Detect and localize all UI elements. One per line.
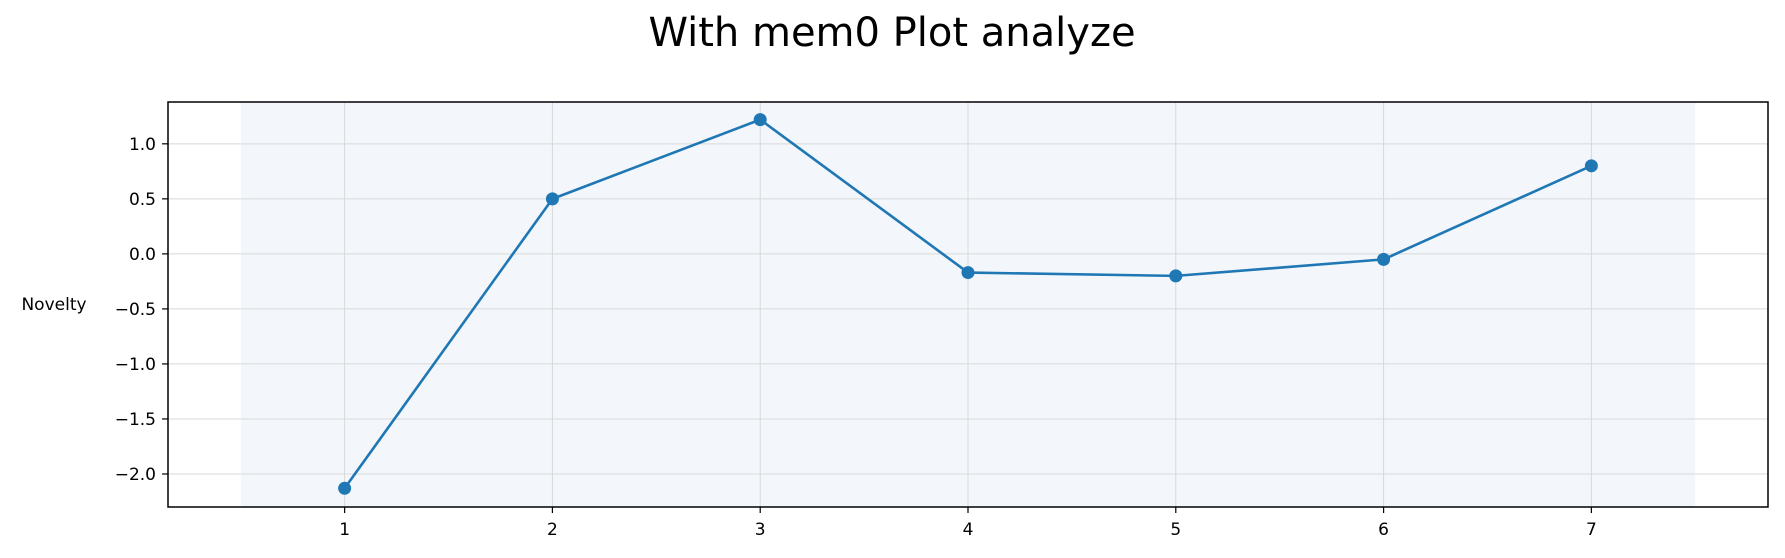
plot-area: 1 2 3 4 5 6 7 1.0 0.5 0.0 −0.5 −1.0 −1.5 −2.0: [115, 101, 1769, 540]
data-point: [1169, 269, 1183, 283]
y-tick-label: 1.0: [129, 135, 156, 155]
y-tick-label: −1.0: [115, 355, 156, 375]
data-point: [338, 481, 352, 495]
x-tick-label: 7: [1586, 520, 1597, 540]
data-point: [753, 113, 767, 127]
data-point: [545, 192, 559, 206]
x-tick-label: 5: [1170, 520, 1181, 540]
data-point: [961, 266, 975, 280]
x-tick-label: 1: [339, 520, 350, 540]
x-tick-label: 4: [963, 520, 974, 540]
y-axis-label: Novelty: [21, 295, 86, 315]
x-tick-label: 6: [1378, 520, 1389, 540]
data-point: [1377, 252, 1391, 266]
y-tick-label: −1.5: [115, 410, 156, 430]
y-tick-label: 0.0: [129, 245, 156, 265]
y-tick-label: 0.5: [129, 190, 156, 210]
chart-title: With mem0 Plot analyze: [648, 10, 1135, 56]
y-tick-label: −2.0: [115, 465, 156, 485]
data-point: [1584, 159, 1598, 173]
x-tick-label: 3: [755, 520, 766, 540]
x-tick-label: 2: [547, 520, 558, 540]
y-tick-label: −0.5: [115, 300, 156, 320]
